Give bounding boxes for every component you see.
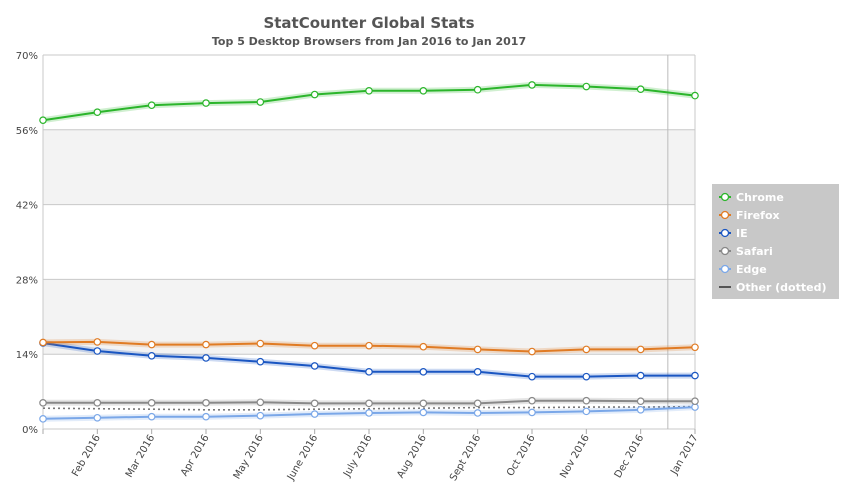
data-point-chrome[interactable]	[39, 116, 47, 124]
data-point-chrome[interactable]	[419, 86, 428, 95]
y-tick-label: 70%	[16, 51, 38, 62]
data-point-ie[interactable]	[147, 352, 156, 360]
data-point-safari[interactable]	[528, 396, 536, 405]
data-point-ie[interactable]	[202, 354, 210, 362]
data-point-firefox[interactable]	[419, 342, 428, 351]
y-tick-label: 0%	[22, 425, 38, 436]
data-point-firefox[interactable]	[147, 340, 156, 349]
legend-swatch-edge	[720, 264, 730, 274]
data-point-chrome[interactable]	[93, 108, 102, 116]
legend-swatch-ie	[720, 228, 730, 238]
legend-label-firefox[interactable]: Firefox	[736, 209, 780, 222]
legend-swatch-safari	[720, 246, 730, 256]
series-group	[39, 81, 699, 423]
series-line-other-dotted	[42, 405, 696, 411]
data-point-ie[interactable]	[473, 368, 482, 376]
data-point-safari[interactable]	[147, 399, 156, 407]
data-point-edge[interactable]	[582, 407, 591, 416]
data-point-firefox[interactable]	[93, 338, 102, 346]
data-point-safari[interactable]	[473, 399, 482, 408]
chart-subtitle: Top 5 Desktop Browsers from Jan 2016 to …	[212, 35, 526, 48]
data-point-ie[interactable]	[419, 368, 428, 376]
legend-label-edge[interactable]: Edge	[736, 263, 767, 276]
data-point-safari[interactable]	[202, 399, 210, 407]
data-point-edge[interactable]	[419, 408, 428, 417]
data-point-chrome[interactable]	[473, 85, 482, 94]
data-point-safari[interactable]	[419, 399, 428, 408]
legend-label-safari[interactable]: Safari	[736, 245, 773, 258]
data-point-ie[interactable]	[636, 371, 645, 380]
legend-box	[712, 184, 839, 299]
data-point-ie[interactable]	[691, 371, 699, 380]
data-point-safari[interactable]	[365, 399, 373, 408]
data-point-edge[interactable]	[473, 409, 482, 417]
legend-label-ie[interactable]: IE	[736, 227, 748, 240]
data-point-chrome[interactable]	[528, 81, 536, 89]
data-point-edge[interactable]	[636, 405, 645, 414]
legend-label-other-dotted[interactable]: Other (dotted)	[736, 281, 827, 294]
data-point-edge[interactable]	[528, 408, 536, 417]
data-point-chrome[interactable]	[310, 90, 319, 99]
data-point-firefox[interactable]	[528, 347, 536, 356]
y-tick-label: 14%	[16, 350, 38, 361]
data-point-firefox[interactable]	[365, 341, 373, 350]
data-point-edge[interactable]	[147, 412, 156, 421]
data-point-firefox[interactable]	[39, 338, 47, 347]
data-point-firefox[interactable]	[202, 340, 210, 349]
data-point-ie[interactable]	[582, 372, 591, 381]
data-point-safari[interactable]	[636, 397, 645, 406]
plot-band	[43, 129, 695, 205]
data-point-firefox[interactable]	[636, 345, 645, 354]
data-point-chrome[interactable]	[256, 98, 265, 106]
y-tick-label: 42%	[16, 201, 38, 212]
data-point-chrome[interactable]	[147, 101, 156, 110]
y-tick-label: 56%	[16, 126, 38, 137]
data-point-edge[interactable]	[39, 415, 47, 423]
data-point-ie[interactable]	[310, 362, 319, 370]
legend: Chrome Firefox IE Safari Edge Other (dotted)	[712, 184, 839, 299]
data-point-safari[interactable]	[310, 399, 319, 408]
data-point-safari[interactable]	[691, 397, 699, 406]
data-point-ie[interactable]	[528, 372, 536, 381]
data-point-edge[interactable]	[365, 409, 373, 417]
plot-bands	[43, 129, 695, 355]
legend-label-chrome[interactable]: Chrome	[736, 191, 784, 204]
data-point-firefox[interactable]	[582, 345, 591, 354]
y-tick-label: 28%	[16, 275, 38, 286]
legend-swatch-chrome	[720, 192, 730, 202]
data-point-firefox[interactable]	[310, 341, 319, 350]
legend-swatch-firefox	[720, 210, 730, 220]
data-point-edge[interactable]	[310, 410, 319, 418]
data-point-chrome[interactable]	[365, 86, 373, 95]
y-axis-ticks: 0% 14% 28% 42% 56% 70%	[16, 51, 38, 436]
data-point-safari[interactable]	[256, 398, 265, 407]
data-point-chrome[interactable]	[202, 99, 210, 107]
data-point-chrome[interactable]	[582, 82, 591, 91]
data-point-ie[interactable]	[256, 357, 265, 366]
data-point-firefox[interactable]	[473, 345, 482, 354]
data-point-ie[interactable]	[365, 368, 373, 376]
data-point-edge[interactable]	[93, 413, 102, 422]
data-point-safari[interactable]	[39, 399, 47, 407]
chart-title: StatCounter Global Stats	[263, 14, 474, 32]
data-point-edge[interactable]	[202, 412, 210, 421]
data-point-edge[interactable]	[256, 411, 265, 420]
data-point-chrome[interactable]	[636, 85, 645, 93]
data-point-firefox[interactable]	[256, 339, 265, 348]
data-point-chrome[interactable]	[691, 91, 699, 100]
data-point-safari[interactable]	[582, 396, 591, 405]
data-point-safari[interactable]	[93, 399, 102, 407]
data-point-firefox[interactable]	[691, 343, 699, 352]
data-point-ie[interactable]	[93, 347, 102, 355]
